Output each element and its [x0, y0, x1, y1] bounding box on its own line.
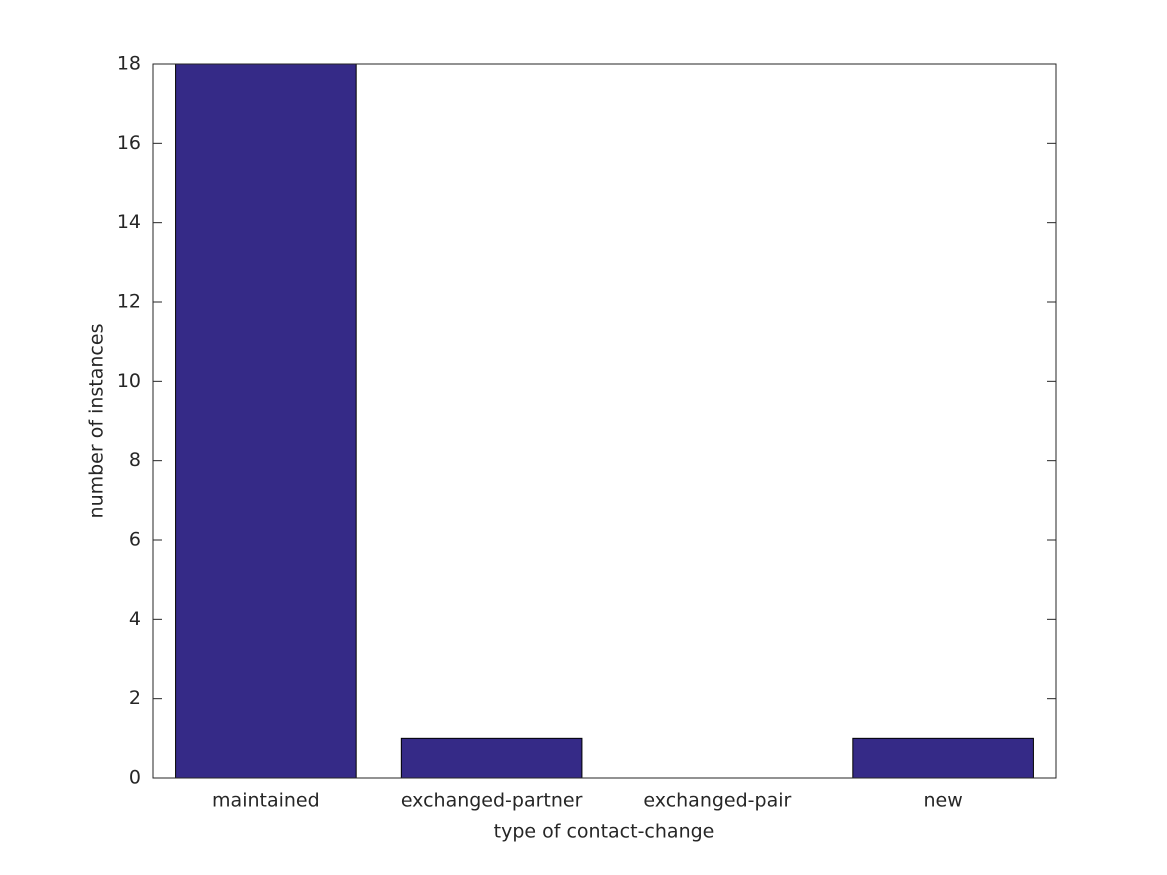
y-tick-label: 2: [129, 687, 141, 709]
y-tick-label: 8: [129, 449, 141, 471]
y-tick-label: 14: [117, 211, 141, 233]
x-tick-label: maintained: [212, 790, 320, 812]
y-tick-label: 16: [117, 132, 141, 154]
y-tick-label: 6: [129, 529, 141, 551]
x-tick-label: exchanged-partner: [401, 790, 583, 812]
bar: [400, 737, 583, 779]
y-axis-label: number of instances: [86, 324, 108, 519]
x-tick-label: new: [923, 790, 962, 812]
x-tick-label: exchanged-pair: [643, 790, 791, 812]
x-axis-label: type of contact-change: [494, 821, 715, 843]
y-tick-label: 18: [117, 53, 141, 75]
y-tick-label: 0: [129, 767, 141, 789]
y-tick-label: 4: [129, 608, 141, 630]
bar: [175, 63, 357, 779]
y-tick-label: 10: [117, 370, 141, 392]
y-tick-label: 12: [117, 291, 141, 313]
bar: [852, 737, 1034, 779]
plot-frame: [152, 63, 1057, 779]
